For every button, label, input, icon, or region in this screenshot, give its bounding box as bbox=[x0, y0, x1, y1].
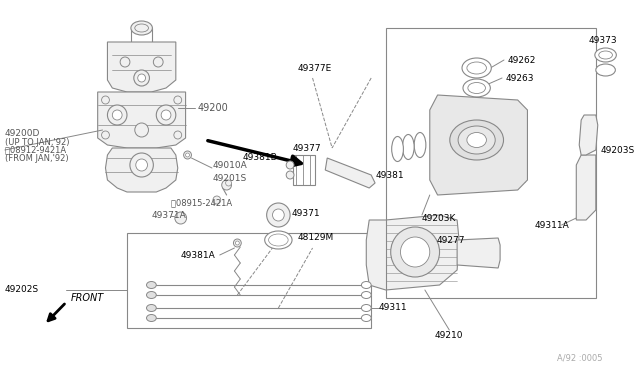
Circle shape bbox=[273, 209, 284, 221]
Polygon shape bbox=[576, 155, 596, 220]
Text: 49311: 49311 bbox=[379, 304, 408, 312]
Circle shape bbox=[221, 180, 232, 190]
Circle shape bbox=[401, 237, 430, 267]
Text: 49203K: 49203K bbox=[422, 214, 456, 222]
Text: 49263: 49263 bbox=[506, 74, 534, 83]
Circle shape bbox=[108, 105, 127, 125]
Circle shape bbox=[236, 241, 239, 245]
Circle shape bbox=[286, 161, 294, 169]
Bar bbox=[293, 155, 314, 185]
Text: FRONT: FRONT bbox=[70, 293, 104, 303]
Circle shape bbox=[130, 153, 154, 177]
Ellipse shape bbox=[131, 21, 152, 35]
Ellipse shape bbox=[596, 64, 615, 76]
Polygon shape bbox=[457, 238, 500, 268]
Circle shape bbox=[102, 131, 109, 139]
Ellipse shape bbox=[147, 314, 156, 321]
Text: 49202S: 49202S bbox=[5, 285, 39, 295]
Circle shape bbox=[154, 57, 163, 67]
Bar bbox=[127, 233, 371, 328]
Ellipse shape bbox=[458, 126, 495, 154]
Ellipse shape bbox=[403, 135, 414, 160]
Circle shape bbox=[174, 96, 182, 104]
Text: 49210: 49210 bbox=[435, 330, 463, 340]
Circle shape bbox=[390, 227, 440, 277]
Text: 49371: 49371 bbox=[291, 208, 320, 218]
Text: 49377: 49377 bbox=[293, 144, 322, 153]
Text: 49200: 49200 bbox=[197, 103, 228, 113]
Ellipse shape bbox=[450, 120, 504, 160]
Ellipse shape bbox=[392, 137, 403, 161]
Text: Ⓝ​08912-9421A: Ⓝ​08912-9421A bbox=[5, 145, 66, 154]
Ellipse shape bbox=[414, 132, 426, 157]
Circle shape bbox=[161, 110, 171, 120]
Text: 49381: 49381 bbox=[376, 170, 404, 180]
Ellipse shape bbox=[265, 231, 292, 249]
Circle shape bbox=[138, 74, 145, 82]
Text: 49381A: 49381A bbox=[180, 250, 216, 260]
Ellipse shape bbox=[135, 24, 148, 32]
Circle shape bbox=[286, 171, 294, 179]
Circle shape bbox=[234, 239, 241, 247]
Text: 49381B: 49381B bbox=[242, 153, 277, 161]
Ellipse shape bbox=[362, 305, 371, 311]
Ellipse shape bbox=[147, 305, 156, 311]
Text: 49377E: 49377E bbox=[298, 64, 332, 73]
Polygon shape bbox=[108, 42, 176, 92]
Text: 49010A: 49010A bbox=[213, 160, 248, 170]
Circle shape bbox=[156, 105, 176, 125]
Ellipse shape bbox=[463, 79, 490, 97]
Text: 49200D: 49200D bbox=[5, 128, 40, 138]
Ellipse shape bbox=[462, 58, 492, 78]
Bar bbox=[386, 28, 596, 298]
Ellipse shape bbox=[362, 282, 371, 289]
Text: 49373: 49373 bbox=[588, 35, 617, 45]
Text: (FROM JAN,'92): (FROM JAN,'92) bbox=[5, 154, 68, 163]
Circle shape bbox=[226, 180, 232, 186]
Ellipse shape bbox=[269, 234, 288, 246]
Text: 48129M: 48129M bbox=[298, 232, 334, 241]
Ellipse shape bbox=[595, 48, 616, 62]
Text: 49262: 49262 bbox=[508, 55, 536, 64]
Circle shape bbox=[113, 110, 122, 120]
Circle shape bbox=[135, 123, 148, 137]
Circle shape bbox=[184, 151, 191, 159]
Ellipse shape bbox=[147, 292, 156, 298]
Text: 49203S: 49203S bbox=[601, 145, 635, 154]
Polygon shape bbox=[579, 115, 598, 155]
Circle shape bbox=[267, 203, 290, 227]
Circle shape bbox=[174, 131, 182, 139]
Ellipse shape bbox=[468, 83, 486, 93]
Circle shape bbox=[186, 153, 189, 157]
Polygon shape bbox=[325, 158, 375, 188]
Polygon shape bbox=[430, 95, 527, 195]
Circle shape bbox=[136, 159, 147, 171]
Polygon shape bbox=[98, 92, 186, 148]
Circle shape bbox=[175, 212, 187, 224]
Text: (UP TO JAN,'92): (UP TO JAN,'92) bbox=[5, 138, 69, 147]
Circle shape bbox=[102, 96, 109, 104]
Text: A/92 :0005: A/92 :0005 bbox=[557, 353, 602, 362]
Polygon shape bbox=[106, 148, 178, 192]
Ellipse shape bbox=[467, 62, 486, 74]
Text: 49371A: 49371A bbox=[152, 211, 186, 219]
Ellipse shape bbox=[599, 51, 612, 59]
Text: 49311A: 49311A bbox=[534, 221, 569, 230]
Circle shape bbox=[213, 196, 221, 204]
Circle shape bbox=[134, 70, 150, 86]
Ellipse shape bbox=[467, 132, 486, 148]
Ellipse shape bbox=[147, 282, 156, 289]
Polygon shape bbox=[366, 215, 459, 290]
Circle shape bbox=[120, 57, 130, 67]
Text: Ⓦ​08915-2421A: Ⓦ​08915-2421A bbox=[171, 199, 232, 208]
Text: 49277: 49277 bbox=[436, 235, 465, 244]
Text: 49201S: 49201S bbox=[213, 173, 247, 183]
Ellipse shape bbox=[362, 292, 371, 298]
Ellipse shape bbox=[362, 314, 371, 321]
